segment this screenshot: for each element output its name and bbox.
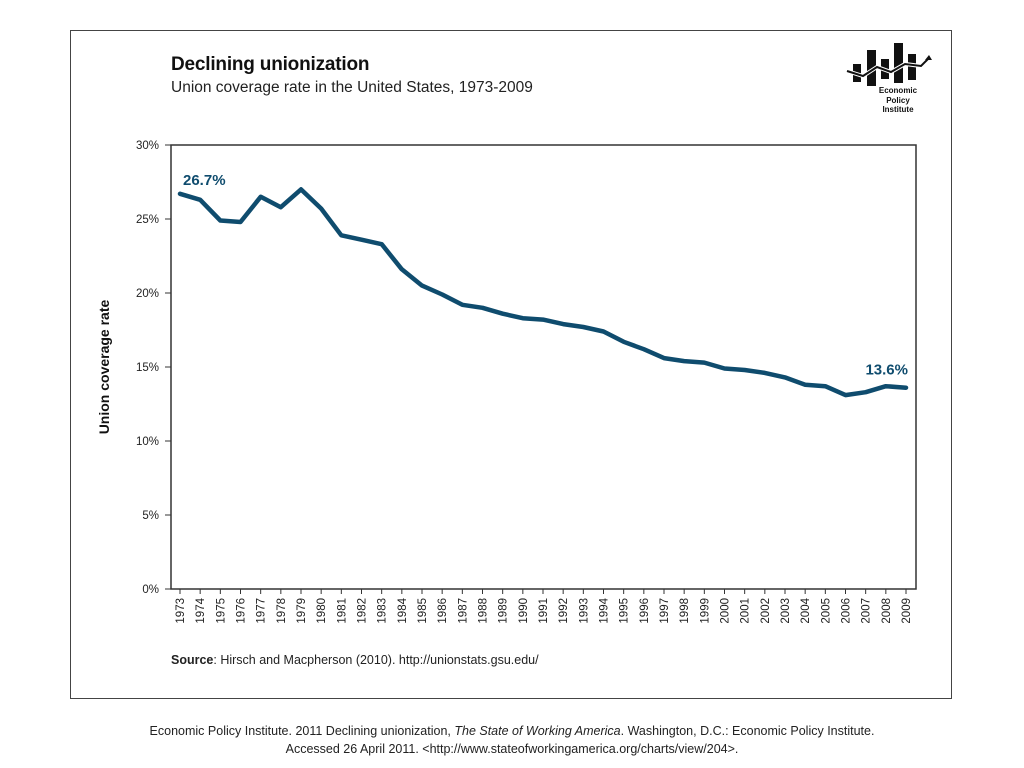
logo-bar	[894, 43, 903, 83]
x-tick-label: 1975	[215, 598, 227, 624]
chart-frame	[70, 30, 952, 699]
x-tick-label: 1973	[175, 598, 187, 624]
x-tick-label: 1977	[256, 598, 268, 624]
x-tick-label: 1985	[417, 598, 429, 624]
x-tick-label: 2006	[841, 598, 853, 624]
x-tick-label: 1974	[195, 597, 207, 623]
x-tick-label: 1984	[397, 597, 409, 623]
x-tick-label: 1993	[578, 598, 590, 624]
x-tick-label: 2008	[881, 598, 893, 624]
x-tick-label: 1979	[296, 598, 308, 624]
y-tick-label: 10%	[136, 436, 159, 448]
x-tick-label: 2002	[760, 598, 772, 624]
y-tick-label: 0%	[142, 584, 159, 596]
x-tick-label: 2003	[780, 598, 792, 624]
x-tick-label: 1978	[276, 598, 288, 624]
source-label: Source	[171, 653, 214, 667]
chart-subtitle: Union coverage rate in the United States…	[171, 79, 533, 96]
x-tick-label: 2004	[800, 597, 812, 623]
y-tick-label: 20%	[136, 288, 159, 300]
logo-arrow-head	[925, 55, 932, 60]
citation-part-2: . Washington, D.C.: Economic Policy Inst…	[620, 724, 875, 738]
chart-title: Declining unionization	[171, 54, 370, 75]
logo-text: Economic Policy Institute	[868, 86, 928, 115]
x-tick-label: 1999	[699, 598, 711, 624]
plot-area-border	[170, 144, 917, 590]
x-tick-label: 2007	[861, 598, 873, 624]
x-tick-label: 1991	[538, 598, 550, 624]
x-tick-label: 1980	[316, 598, 328, 624]
x-tick-label: 1992	[558, 598, 570, 624]
x-tick-label: 2005	[820, 598, 832, 624]
x-tick-label: 1996	[639, 598, 651, 624]
x-tick-label: 1981	[336, 598, 348, 624]
x-tick-label: 2009	[901, 598, 913, 624]
y-tick-label: 5%	[142, 510, 159, 522]
x-tick-label: 1995	[619, 598, 631, 624]
citation-line-1: Economic Policy Institute. 2011 Declinin…	[0, 722, 1024, 740]
y-tick-label: 25%	[136, 214, 159, 226]
logo-bar	[867, 50, 876, 86]
logo-trend-line	[846, 57, 930, 78]
x-tick-label: 1982	[357, 598, 369, 624]
x-tick-label: 1983	[377, 598, 389, 624]
x-tick-label: 1998	[679, 598, 691, 624]
citation: Economic Policy Institute. 2011 Declinin…	[0, 722, 1024, 758]
epi-logo-icon	[846, 43, 932, 86]
citation-line-2: Accessed 26 April 2011. <http://www.stat…	[285, 742, 739, 756]
x-tick-label: 1986	[437, 598, 449, 624]
x-tick-label: 2000	[720, 598, 732, 624]
logo-bar	[908, 54, 916, 80]
logo-line-1: Economic	[878, 86, 918, 95]
y-tick-label: 15%	[136, 362, 159, 374]
x-tick-label: 1989	[498, 598, 510, 624]
data-label: 26.7%	[183, 172, 226, 189]
x-tick-label: 1994	[599, 597, 611, 623]
x-tick-label: 1988	[478, 598, 490, 624]
x-tick-label: 1997	[659, 598, 671, 624]
logo-line-3: Institute	[882, 105, 914, 114]
x-tick-label: 1990	[518, 598, 530, 624]
x-tick-label: 1987	[457, 598, 469, 624]
x-tick-label: 2001	[740, 598, 752, 624]
x-tick-label: 1976	[236, 598, 248, 624]
citation-part-1: Economic Policy Institute. 2011 Declinin…	[149, 724, 455, 738]
series-line	[177, 187, 909, 398]
data-label: 13.6%	[865, 362, 908, 379]
source-text: : Hirsch and Macpherson (2010). http://u…	[213, 653, 539, 667]
source-note: Source: Hirsch and Macpherson (2010). ht…	[171, 653, 539, 667]
citation-italic-title: The State of Working America	[454, 724, 621, 738]
y-tick-label: 30%	[136, 140, 159, 152]
logo-line-2: Policy	[886, 95, 910, 105]
